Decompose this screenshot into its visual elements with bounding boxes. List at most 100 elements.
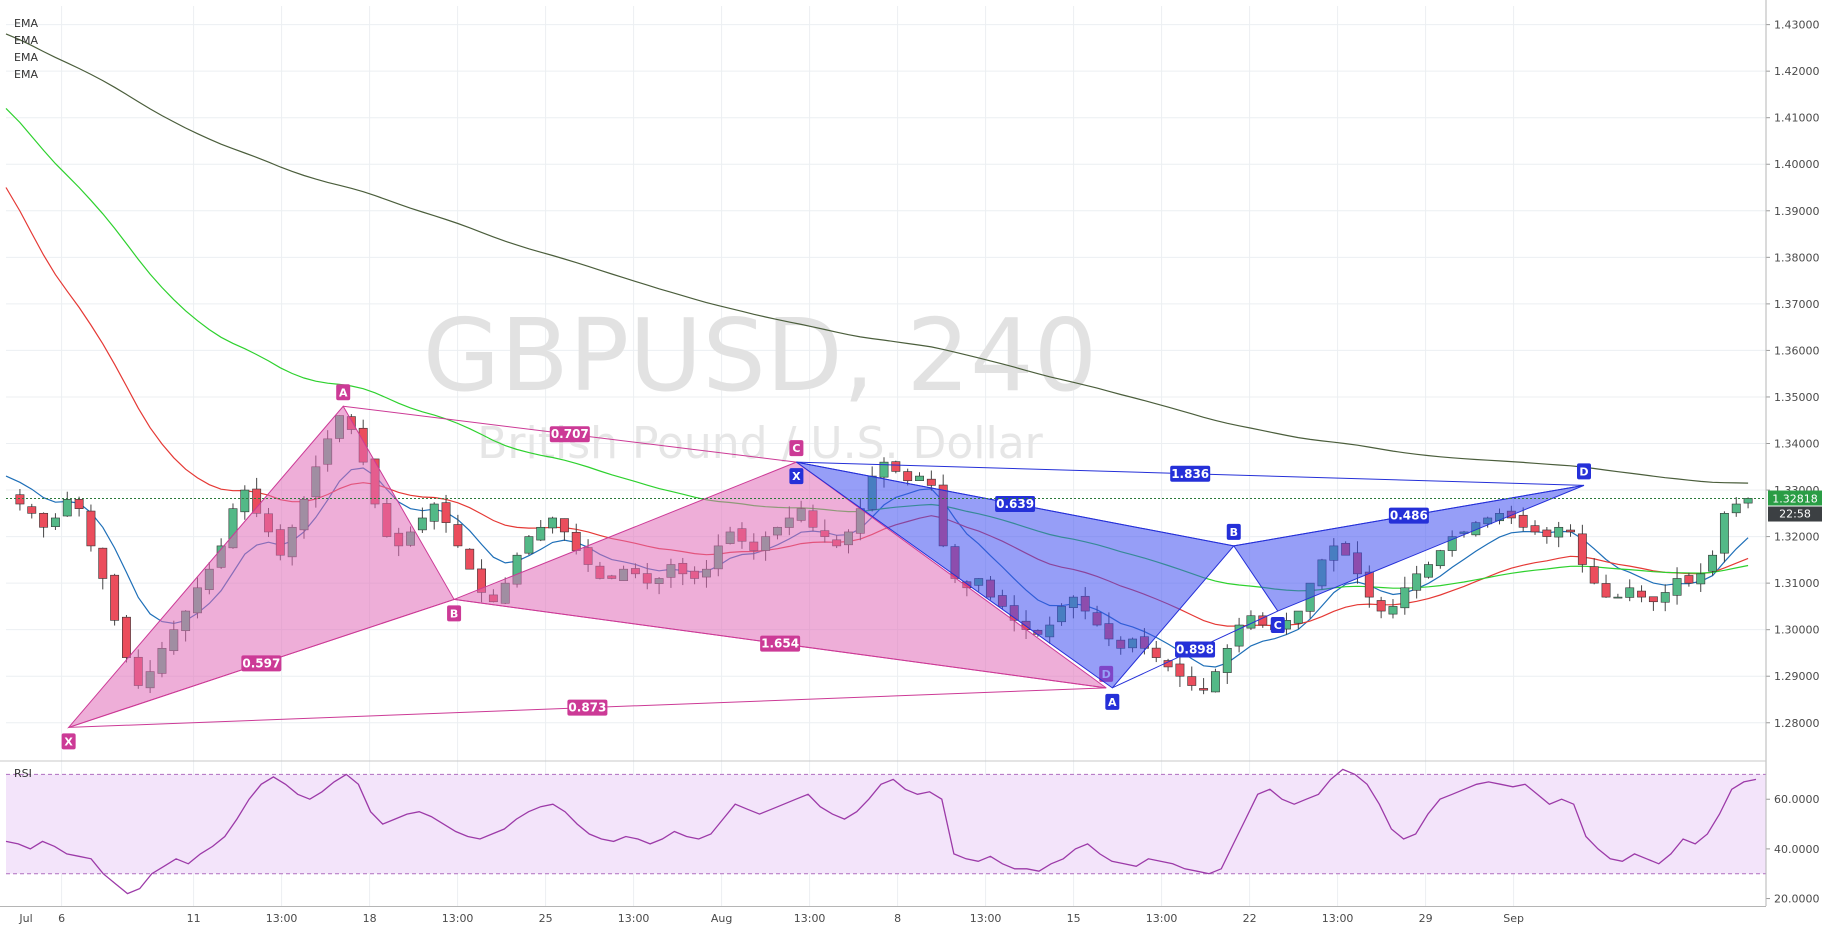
time-tick-label: Aug	[711, 912, 732, 925]
candle	[1684, 572, 1694, 587]
rsi-tick-label: 20.0000	[1774, 893, 1820, 906]
pink-pattern-point-label: X	[64, 735, 73, 748]
candle-body	[27, 506, 37, 514]
pink-pattern-ratio-label: 0.873	[568, 701, 606, 715]
pink-pattern-point-label: B	[450, 607, 458, 620]
candle-body	[903, 471, 913, 482]
candle	[1708, 550, 1718, 576]
candle	[1696, 563, 1706, 592]
time-tick-label: 11	[187, 912, 201, 925]
candle	[1648, 596, 1658, 611]
candle-body	[1530, 525, 1540, 533]
pink-pattern-ratio-box	[567, 699, 608, 716]
candle	[1672, 567, 1682, 605]
candle	[1175, 655, 1185, 687]
candle	[1660, 584, 1670, 612]
candle-body	[1708, 554, 1718, 572]
candle-body	[1388, 606, 1398, 615]
rsi-tick-label: 40.0000	[1774, 843, 1820, 856]
candle-body	[891, 461, 901, 472]
candle-body	[110, 574, 120, 621]
candle-body	[1660, 592, 1670, 603]
candle	[1613, 593, 1623, 599]
candle-body	[548, 517, 558, 529]
candle-body	[240, 489, 250, 513]
candle-body	[1175, 663, 1185, 677]
candle	[122, 614, 131, 663]
candle	[1376, 596, 1386, 619]
candle	[62, 491, 72, 517]
candle	[1199, 678, 1209, 695]
candle-body	[1648, 596, 1658, 603]
candle	[39, 512, 49, 538]
pink-pattern-ratio-label: 0.707	[551, 427, 589, 441]
candle	[1637, 585, 1646, 603]
candle-body	[1577, 533, 1587, 565]
candle	[1743, 497, 1753, 509]
candle-body	[559, 518, 569, 533]
blue-pattern-point-label: A	[1108, 696, 1117, 709]
time-tick-label: 13:00	[970, 912, 1002, 925]
rsi-pane: RSI	[5, 767, 1766, 895]
time-tick-label: 22	[1243, 912, 1257, 925]
candle	[1293, 610, 1303, 629]
price-tick-label: 1.43000	[1774, 19, 1820, 32]
price-tick-label: 1.42000	[1774, 65, 1820, 78]
candle-body	[1625, 587, 1635, 598]
candle	[915, 472, 924, 481]
rsi-band	[6, 774, 1766, 874]
candle	[1601, 574, 1611, 598]
candle-body	[1424, 564, 1433, 578]
candle	[926, 470, 936, 491]
blue-pattern-ratio-box	[1388, 507, 1429, 524]
candle-body	[571, 531, 581, 551]
price-tick-label: 1.30000	[1774, 624, 1820, 637]
candle-body	[1151, 647, 1161, 658]
pink-pattern-point-box	[447, 605, 462, 622]
time-tick-label: 13:00	[1322, 912, 1354, 925]
candle-body	[1234, 624, 1244, 647]
blue-pattern-point-label: B	[1230, 526, 1238, 539]
time-tick-label: 13:00	[442, 912, 474, 925]
price-tick-label: 1.36000	[1774, 344, 1820, 357]
candle-body	[1743, 498, 1753, 504]
countdown-value: 22:58	[1779, 508, 1811, 521]
pink-pattern-ratio-box	[549, 426, 590, 443]
candle	[15, 488, 25, 511]
price-tick-label: 1.32000	[1774, 531, 1820, 544]
candle	[524, 535, 534, 556]
time-tick-label: 13:00	[618, 912, 650, 925]
pink-pattern-point-label: A	[339, 386, 348, 399]
time-tick-label: 15	[1067, 912, 1081, 925]
blue-pattern-point-label: D	[1579, 465, 1588, 478]
current-price-badge: 1.32818 22:58	[1768, 490, 1822, 522]
candle	[86, 504, 96, 552]
candle	[429, 502, 439, 530]
pink-pattern-point-box	[61, 733, 76, 750]
blue-pattern-ratio-label: 0.639	[996, 497, 1034, 511]
candle	[1234, 617, 1244, 653]
candle-body	[1210, 671, 1220, 693]
candle	[1719, 511, 1729, 563]
time-tick-label: 13:00	[794, 912, 826, 925]
candle-body	[1637, 590, 1646, 598]
ema-legend-item: EMA	[14, 34, 38, 47]
candle	[1400, 576, 1410, 615]
time-tick-label: 6	[58, 912, 65, 925]
time-tick-label: 25	[539, 912, 553, 925]
blue-pattern-point-label: X	[792, 470, 801, 483]
price-tick-label: 1.31000	[1774, 577, 1820, 590]
blue-pattern-point-label: C	[1274, 619, 1282, 632]
candle	[1518, 507, 1528, 532]
candle-body	[1293, 610, 1303, 624]
candle-body	[86, 510, 96, 547]
current-price-value: 1.32818	[1772, 493, 1818, 506]
price-tick-label: 1.38000	[1774, 251, 1820, 264]
pink-pattern-ratio-box	[760, 635, 801, 652]
blue-pattern-point-box	[789, 468, 804, 485]
candle-body	[122, 616, 131, 658]
candle-body	[1187, 676, 1197, 686]
